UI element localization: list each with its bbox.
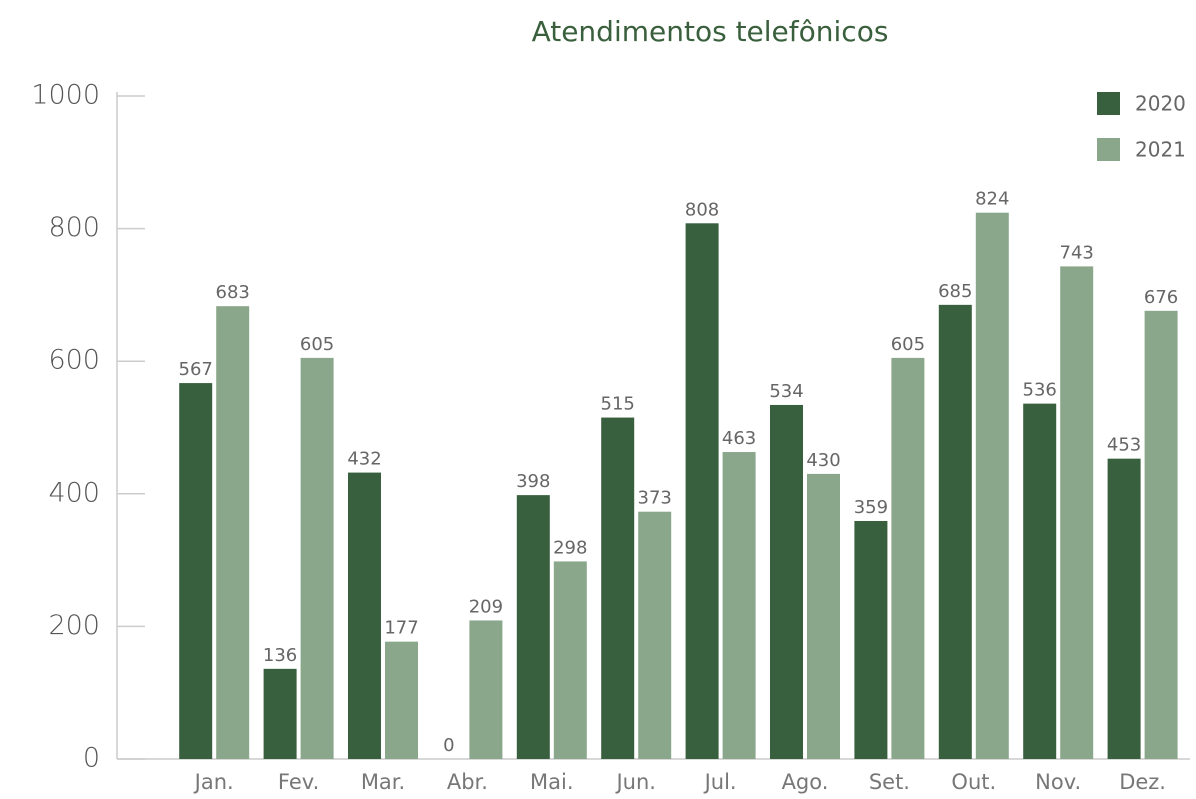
bar bbox=[553, 561, 587, 759]
x-tick-label: Out. bbox=[951, 770, 996, 794]
value-label: 743 bbox=[1060, 242, 1094, 263]
value-label: 685 bbox=[938, 281, 972, 302]
y-tick-label: 0 bbox=[83, 743, 100, 774]
x-tick-label: Nov. bbox=[1035, 770, 1081, 794]
value-label: 373 bbox=[638, 488, 672, 509]
bar bbox=[1023, 403, 1057, 759]
bar bbox=[348, 472, 381, 759]
value-label: 359 bbox=[854, 497, 888, 518]
x-tick-label: Mar. bbox=[361, 770, 405, 794]
value-label: 398 bbox=[516, 471, 550, 492]
x-tick-label: Set. bbox=[869, 770, 910, 794]
bar bbox=[854, 520, 888, 759]
value-label: 536 bbox=[1023, 380, 1057, 401]
value-label: 534 bbox=[769, 381, 803, 402]
value-label: 515 bbox=[601, 394, 635, 415]
bar bbox=[891, 357, 925, 759]
x-tick-label: Dez. bbox=[1119, 770, 1166, 794]
value-label: 605 bbox=[891, 334, 925, 355]
value-label: 453 bbox=[1107, 435, 1141, 456]
value-label: 567 bbox=[179, 359, 213, 380]
bar bbox=[216, 306, 250, 759]
bar bbox=[975, 212, 1009, 760]
bar bbox=[938, 304, 972, 759]
x-tick-label: Mai. bbox=[530, 770, 574, 794]
bar bbox=[300, 357, 334, 759]
bar bbox=[516, 495, 550, 759]
bar bbox=[385, 641, 418, 759]
value-label: 824 bbox=[975, 189, 1009, 210]
bar bbox=[601, 417, 635, 759]
value-label: 463 bbox=[722, 428, 756, 449]
legend-label: 2021 bbox=[1135, 138, 1186, 162]
bar bbox=[722, 452, 756, 759]
legend-label: 2020 bbox=[1135, 92, 1186, 116]
bar bbox=[807, 473, 840, 759]
bar bbox=[263, 668, 297, 759]
x-tick-label: Fev. bbox=[278, 770, 319, 794]
x-tick-label: Jan. bbox=[193, 770, 234, 794]
x-tick-label: Jun. bbox=[614, 770, 656, 794]
bar bbox=[638, 511, 672, 759]
y-tick-label: 1000 bbox=[31, 80, 100, 111]
x-tick-label: Ago. bbox=[782, 770, 829, 794]
value-label: 430 bbox=[806, 450, 840, 471]
y-tick-label: 200 bbox=[48, 610, 100, 641]
value-label: 683 bbox=[216, 282, 250, 303]
value-label: 136 bbox=[263, 645, 297, 666]
value-label: 177 bbox=[384, 618, 418, 639]
value-label: 808 bbox=[685, 199, 719, 220]
y-tick-label: 800 bbox=[48, 212, 100, 243]
bar bbox=[770, 404, 803, 759]
bar bbox=[1060, 266, 1094, 759]
chart-title: Atendimentos telefônicos bbox=[532, 15, 889, 48]
x-tick-label: Jul. bbox=[703, 770, 737, 794]
value-label: 432 bbox=[347, 449, 381, 470]
bar bbox=[1144, 310, 1178, 759]
y-tick-label: 400 bbox=[48, 477, 100, 508]
legend-swatch bbox=[1097, 92, 1120, 115]
bar bbox=[469, 620, 503, 759]
value-label: 0 bbox=[443, 735, 454, 756]
legend-swatch bbox=[1097, 138, 1120, 161]
bar bbox=[1107, 458, 1141, 759]
bar bbox=[685, 223, 719, 759]
value-label: 209 bbox=[469, 596, 503, 617]
x-tick-label: Abr. bbox=[447, 770, 488, 794]
value-label: 605 bbox=[300, 334, 334, 355]
value-label: 676 bbox=[1144, 287, 1178, 308]
value-label: 298 bbox=[553, 537, 587, 558]
bar bbox=[179, 383, 213, 759]
y-tick-label: 600 bbox=[48, 345, 100, 376]
